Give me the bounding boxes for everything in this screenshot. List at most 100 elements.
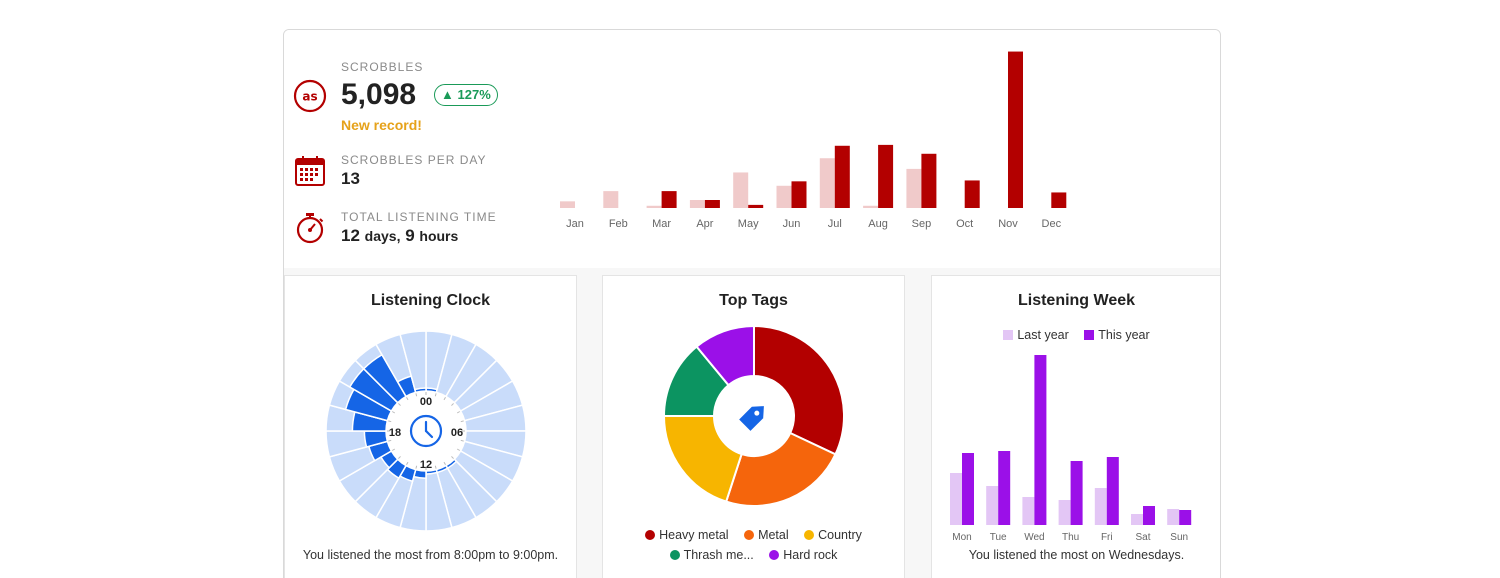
clock-tick	[406, 461, 409, 466]
listening-clock-card: Listening Clock 00 06 12 18 You listened th…	[284, 275, 577, 578]
clock-tick	[434, 393, 437, 397]
listening-clock-chart: 00 06 12 18	[325, 330, 527, 532]
clock-hour-bar	[413, 387, 427, 394]
legend-swatch	[1084, 330, 1095, 340]
month-bar-last-year	[560, 201, 575, 208]
listening-week-caption: You listened the most on Wednesdays.	[968, 548, 1185, 562]
clock-tick	[391, 411, 396, 414]
clock-icon	[409, 414, 443, 448]
month-tick-label: Nov	[998, 218, 1018, 230]
month-tick-label: Apr	[696, 218, 713, 230]
month-tick-label: Dec	[1042, 218, 1062, 230]
week-bar-this-year	[1034, 355, 1047, 525]
week-bar-last-year	[1131, 514, 1143, 525]
week-bar-this-year	[1179, 510, 1192, 525]
per-day-value: 13	[341, 169, 360, 188]
week-tick-label: Wed	[1024, 532, 1044, 541]
legend-label: Thrash me...	[683, 548, 754, 562]
clock-tick	[388, 420, 392, 423]
month-bar-last-year	[689, 200, 705, 208]
clock-tick	[398, 403, 401, 406]
top-tags-legend-row-1: Heavy metal Metal Country	[603, 528, 904, 542]
week-tick-label: Mon	[952, 532, 971, 541]
clock-tick	[398, 456, 401, 459]
listening-week-title: Listening Week	[1017, 292, 1136, 309]
month-bar-this-year	[661, 191, 677, 208]
legend-heavy-metal: Heavy metal	[645, 528, 729, 542]
legend-label: This year	[1098, 328, 1150, 342]
legend-label: Hard rock	[783, 548, 838, 562]
stopwatch-icon	[296, 213, 324, 244]
legend-label: Country	[818, 528, 862, 542]
month-tick-label: Mar	[652, 218, 671, 230]
clock-tick	[460, 439, 464, 442]
lastfm-icon: as	[293, 79, 327, 113]
legend-swatch	[769, 550, 780, 560]
top-tags-legend-row-2: Thrash me... Hard rock	[603, 548, 904, 562]
month-bar-this-year	[791, 181, 807, 208]
tag-slice	[695, 324, 755, 387]
listening-week-card: Listening Week Last year This year Mon Tu…	[931, 275, 1220, 578]
per-day-label: SCROBBLES PER DAY	[341, 153, 487, 167]
clock-hour-bar	[425, 387, 439, 394]
clock-tick	[434, 465, 437, 469]
clock-tick	[415, 393, 418, 397]
listening-time-value: 12 days, 9 hours	[341, 226, 458, 246]
hours-unit: hours	[419, 228, 459, 244]
clock-tick	[388, 439, 392, 442]
legend-swatch	[669, 550, 680, 560]
tag-slice	[753, 324, 845, 456]
monthly-scrobbles-chart: Jan Feb Mar Apr May Jun Jul Aug Sep Oct Nov Dec	[560, 51, 1067, 230]
month-bar-this-year	[1008, 51, 1023, 208]
week-bar-last-year	[1094, 488, 1107, 525]
legend-swatch	[1003, 330, 1014, 340]
month-bar-this-year	[878, 144, 894, 208]
legend-this-year: This year	[1084, 328, 1150, 342]
days-unit: days,	[364, 228, 401, 244]
month-bar-this-year	[834, 145, 850, 208]
clock-axis-label: 18	[389, 427, 401, 439]
month-tick-label: May	[738, 218, 759, 230]
week-bar-last-year	[950, 473, 962, 525]
month-tick-label: Jan	[566, 218, 584, 230]
scrobbles-count: 5,098	[341, 78, 417, 111]
legend-metal: Metal	[744, 528, 789, 542]
legend-label: Metal	[758, 528, 789, 542]
clock-tick	[456, 448, 461, 451]
month-bar-last-year	[603, 191, 619, 208]
new-record-note: New record!	[341, 117, 422, 133]
listening-week-chart: Mon Tue Wed Thu Fri Sat Sun	[950, 355, 1192, 541]
listening-clock-caption: You listened the most from 8:00pm to 9:0…	[302, 548, 559, 562]
month-tick-label: Jun	[783, 218, 801, 230]
clock-axis-label: 06	[451, 427, 463, 439]
month-bar-last-year	[733, 172, 749, 208]
clock-axis-label: 12	[420, 459, 432, 471]
listening-time-label: TOTAL LISTENING TIME	[341, 210, 497, 224]
legend-country: Country	[804, 528, 862, 542]
clock-tick	[456, 411, 461, 414]
month-bar-this-year	[921, 153, 937, 208]
month-tick-label: Jul	[828, 218, 842, 230]
clock-tick	[443, 396, 446, 401]
legend-hard-rock: Hard rock	[769, 548, 837, 562]
week-bar-last-year	[1058, 500, 1071, 525]
change-badge: ▲ 127%	[434, 84, 498, 106]
month-bar-last-year	[646, 205, 662, 208]
tag-slice	[724, 431, 837, 507]
week-tick-label: Thu	[1062, 532, 1079, 541]
up-arrow-icon: ▲	[441, 87, 454, 102]
days-value: 12	[341, 226, 360, 245]
month-bar-this-year	[1051, 192, 1067, 208]
month-tick-label: Aug	[868, 218, 888, 230]
month-tick-label: Sep	[912, 218, 932, 230]
week-bar-this-year	[962, 453, 974, 525]
top-tags-chart	[662, 324, 845, 507]
month-tick-label: Oct	[956, 218, 973, 230]
clock-axis-label: 00	[420, 396, 432, 408]
legend-swatch	[804, 530, 815, 540]
tag-icon-hole	[754, 410, 760, 416]
clock-icon-ring	[409, 414, 443, 448]
month-bar-last-year	[863, 205, 879, 208]
clock-tick	[451, 456, 454, 459]
month-bar-last-year	[776, 185, 792, 208]
